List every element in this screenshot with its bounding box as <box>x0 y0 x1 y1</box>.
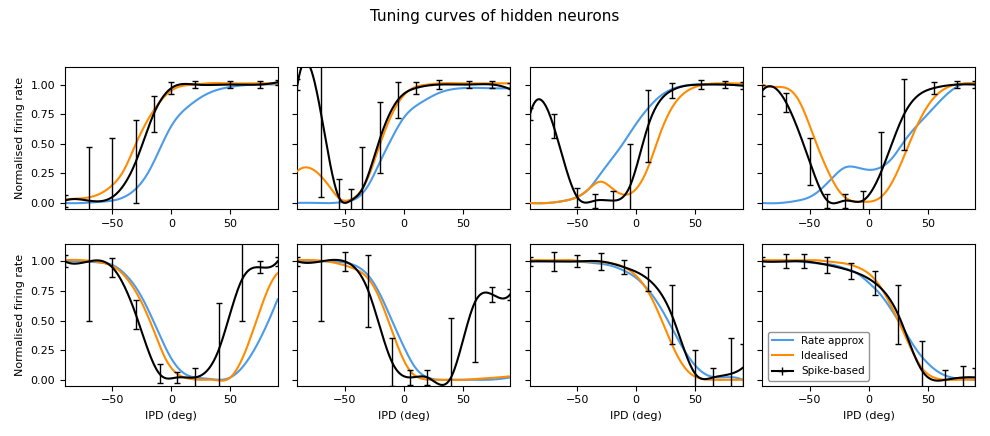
Legend: Rate approx, Idealised, Spike-based: Rate approx, Idealised, Spike-based <box>767 332 869 381</box>
Y-axis label: Normalised firing rate: Normalised firing rate <box>15 254 25 376</box>
X-axis label: IPD (deg): IPD (deg) <box>146 411 197 421</box>
X-axis label: IPD (deg): IPD (deg) <box>378 411 430 421</box>
Y-axis label: Normalised firing rate: Normalised firing rate <box>15 77 25 199</box>
Text: Tuning curves of hidden neurons: Tuning curves of hidden neurons <box>370 9 620 24</box>
X-axis label: IPD (deg): IPD (deg) <box>610 411 662 421</box>
X-axis label: IPD (deg): IPD (deg) <box>842 411 895 421</box>
